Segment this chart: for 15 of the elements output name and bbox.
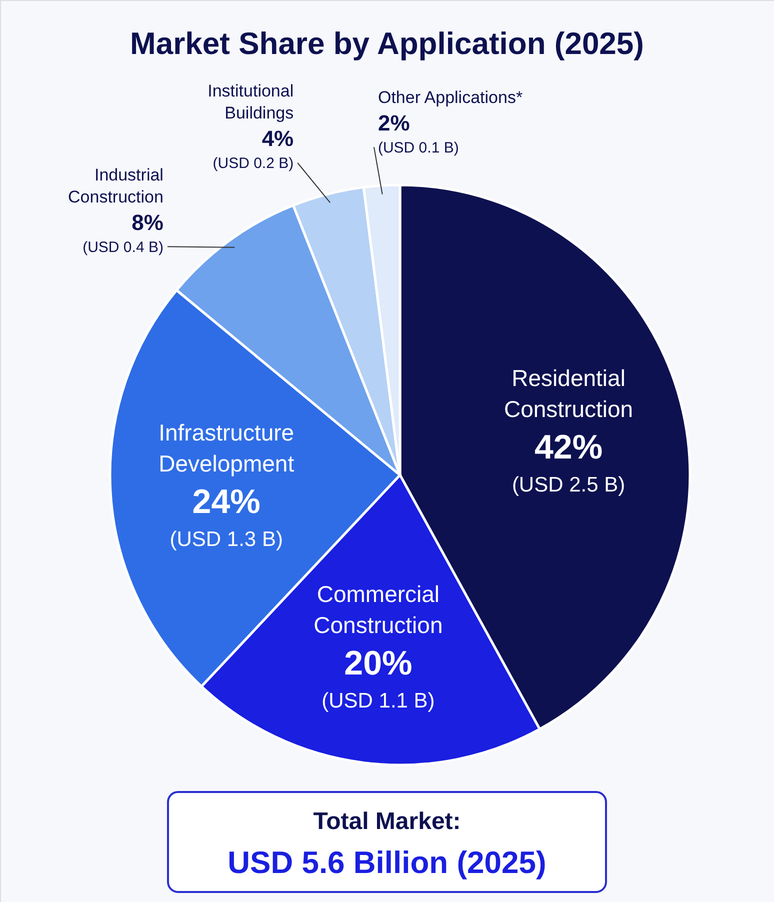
data-label: 20% (USD 1.1 B) (322, 644, 435, 713)
slice-label: Commercial Construction (314, 580, 443, 638)
slice-label: Other Applications* (378, 88, 523, 107)
data-label: 42% (USD 2.5 B) (512, 428, 626, 497)
data-label: 4% (USD 0.2 B) (212, 126, 294, 172)
slice-label: Industrial Construction (68, 165, 164, 206)
slice-label: Institutional Buildings (208, 82, 294, 123)
slice-label: Infrastructure Development (158, 419, 295, 476)
data-label: 24% (USD 1.3 B) (170, 482, 283, 551)
data-label: 2% (USD 0.1 B) (378, 110, 459, 156)
chart-title: Market Share by Application (2025) (130, 26, 644, 61)
text: USD 5.6 Billion (2025) (228, 845, 546, 880)
data-label: 8% (USD 0.4 B) (82, 210, 164, 256)
text: Total Market: (313, 808, 461, 835)
slice-label: Residential Construction (504, 365, 634, 422)
